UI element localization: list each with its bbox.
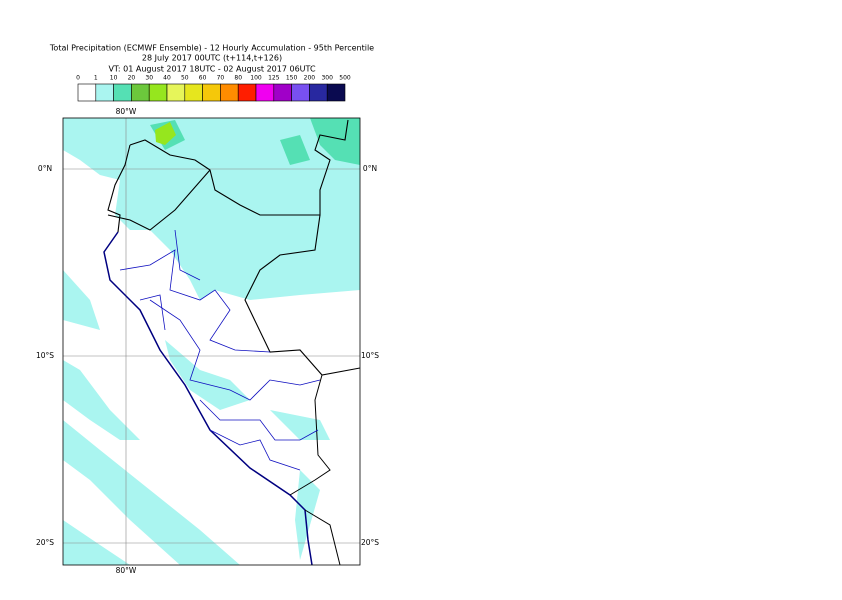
lon-label: 80°W [116,566,137,575]
legend-swatch [184,83,203,102]
legend-label: 40 [163,75,171,82]
legend-label: 500 [339,75,351,82]
legend-label: 60 [199,75,207,82]
base-time: 28 July 2017 00UTC (t+114,t+126) [142,54,282,63]
legend-label: 80 [234,75,242,82]
coastline [103,231,313,565]
legend-swatch [202,83,221,102]
legend-label: 50 [181,75,189,82]
lon-label: 80°W [116,107,137,116]
graticule [63,118,360,565]
border-south [289,374,341,565]
lat-label: 0°N [38,164,52,173]
legend-label: 70 [217,75,225,82]
legend-swatch [166,83,186,102]
legend-label: 125 [268,75,280,82]
legend-label: 30 [145,75,153,82]
legend-label: 150 [286,75,298,82]
legend-swatch [113,83,132,102]
legend-swatch [326,83,346,102]
admin-borders [119,229,321,471]
legend-swatch [148,83,168,102]
legend-label: 1 [94,75,98,82]
lat-label: 10°S [361,351,379,360]
legend-label: 200 [304,75,316,82]
legend-label: 20 [128,75,136,82]
lat-label: 10°S [36,351,54,360]
legend-label: 300 [321,75,333,82]
legend-swatch [95,83,114,102]
legend-swatch [220,83,239,102]
map [63,118,360,565]
title: Total Precipitation (ECMWF Ensemble) - 1… [49,44,374,53]
legend-swatch [255,83,275,102]
precip-area-heavy [155,122,176,145]
map-frame [62,117,361,566]
legend-label: 0 [76,75,80,82]
lat-label: 20°S [361,538,379,547]
legend-swatch [237,83,257,102]
legend-label: 100 [250,75,262,82]
legend-swatch [309,83,328,102]
lat-label: 20°S [36,538,54,547]
lat-label: 0°N [363,164,377,173]
legend-swatch [291,83,310,102]
valid-time: VT: 01 August 2017 18UTC - 02 August 201… [108,65,316,74]
legend-label: 10 [110,75,118,82]
legend-swatch [131,83,150,102]
country-borders [107,119,360,376]
legend-swatch [77,83,97,102]
legend: 0 1 10 20 30 40 50 60 70 80 100 125 150 200 300 500 [76,75,351,102]
legend-swatch [273,83,292,102]
